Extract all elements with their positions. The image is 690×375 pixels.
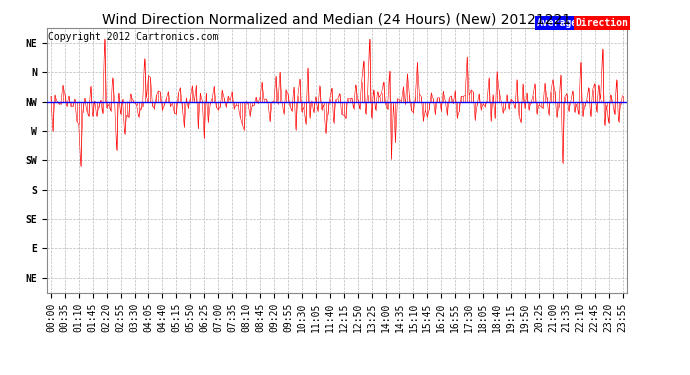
Title: Wind Direction Normalized and Median (24 Hours) (New) 20121221: Wind Direction Normalized and Median (24… — [102, 13, 571, 27]
Text: Direction: Direction — [575, 18, 629, 28]
Text: Copyright 2012 Cartronics.com: Copyright 2012 Cartronics.com — [48, 32, 219, 42]
Text: Average: Average — [537, 18, 578, 28]
